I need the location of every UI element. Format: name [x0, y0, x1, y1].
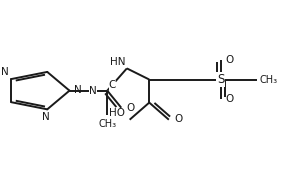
Text: N: N	[74, 85, 82, 95]
Text: CH₃: CH₃	[260, 75, 278, 84]
Text: O: O	[226, 94, 234, 104]
Text: O: O	[226, 55, 234, 65]
Text: O: O	[127, 103, 135, 113]
Text: N: N	[89, 86, 97, 96]
Text: CH₃: CH₃	[98, 119, 116, 129]
Text: N: N	[42, 112, 50, 122]
Text: O: O	[174, 114, 183, 124]
Text: HO: HO	[109, 108, 125, 118]
Text: N: N	[1, 67, 9, 77]
Text: HN: HN	[110, 57, 125, 67]
Text: C: C	[109, 80, 116, 90]
Text: S: S	[217, 73, 224, 86]
